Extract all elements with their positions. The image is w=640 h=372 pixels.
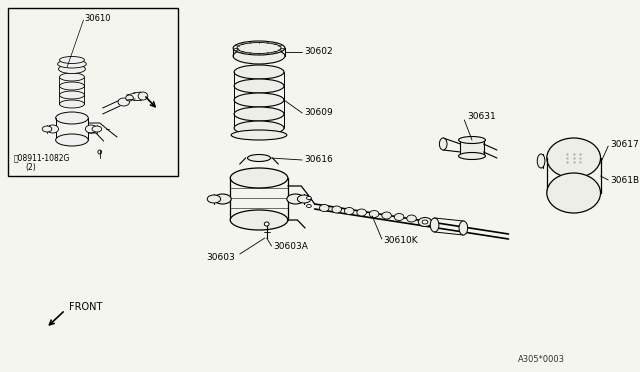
Ellipse shape <box>138 92 148 100</box>
Ellipse shape <box>85 125 97 133</box>
Ellipse shape <box>382 212 392 219</box>
Ellipse shape <box>537 154 545 168</box>
Ellipse shape <box>394 214 404 221</box>
Text: FRONT: FRONT <box>69 302 102 312</box>
Ellipse shape <box>58 64 85 74</box>
Ellipse shape <box>125 95 133 101</box>
Ellipse shape <box>547 138 600 178</box>
Ellipse shape <box>56 134 88 146</box>
Ellipse shape <box>234 121 284 135</box>
Text: 30603: 30603 <box>206 253 235 263</box>
Ellipse shape <box>56 112 88 124</box>
Text: 30631: 30631 <box>467 112 496 121</box>
Ellipse shape <box>42 126 52 132</box>
Ellipse shape <box>459 153 485 160</box>
Ellipse shape <box>230 210 288 230</box>
Text: 30609: 30609 <box>304 108 333 116</box>
Ellipse shape <box>60 100 84 108</box>
Text: 30602: 30602 <box>304 46 333 55</box>
Ellipse shape <box>234 79 284 93</box>
Bar <box>461 140 483 156</box>
Ellipse shape <box>233 41 285 55</box>
Ellipse shape <box>419 218 432 227</box>
Ellipse shape <box>234 93 284 107</box>
Ellipse shape <box>234 65 284 79</box>
Ellipse shape <box>422 220 428 224</box>
Ellipse shape <box>344 208 354 215</box>
Ellipse shape <box>407 215 417 222</box>
Ellipse shape <box>440 138 447 150</box>
Ellipse shape <box>459 137 485 144</box>
Ellipse shape <box>248 154 271 161</box>
Bar <box>8 8 179 176</box>
Text: 30603A: 30603A <box>273 241 308 250</box>
Ellipse shape <box>60 82 84 90</box>
Ellipse shape <box>118 98 129 106</box>
Text: 30616: 30616 <box>304 154 333 164</box>
Ellipse shape <box>547 173 600 213</box>
Text: 30610: 30610 <box>84 13 111 22</box>
Text: (2): (2) <box>25 163 36 171</box>
Ellipse shape <box>58 60 86 68</box>
Ellipse shape <box>357 209 367 216</box>
Ellipse shape <box>98 150 102 154</box>
Ellipse shape <box>234 107 284 121</box>
Text: A305*0003: A305*0003 <box>518 356 565 365</box>
Ellipse shape <box>60 73 84 81</box>
Ellipse shape <box>230 168 288 188</box>
Ellipse shape <box>459 221 468 235</box>
Ellipse shape <box>369 211 379 218</box>
Ellipse shape <box>207 195 221 203</box>
Text: 30610K: 30610K <box>384 235 419 244</box>
Ellipse shape <box>60 91 84 99</box>
Ellipse shape <box>233 48 285 64</box>
Text: 3061B: 3061B <box>610 176 639 185</box>
Ellipse shape <box>307 205 311 208</box>
Ellipse shape <box>214 194 231 204</box>
Ellipse shape <box>307 196 311 199</box>
Ellipse shape <box>264 222 269 226</box>
Ellipse shape <box>298 195 311 203</box>
Text: 30617: 30617 <box>610 140 639 148</box>
Ellipse shape <box>92 126 102 132</box>
Ellipse shape <box>319 205 329 212</box>
Ellipse shape <box>60 57 84 64</box>
Ellipse shape <box>47 125 58 133</box>
Ellipse shape <box>430 218 439 232</box>
Ellipse shape <box>237 42 281 54</box>
Ellipse shape <box>332 206 342 213</box>
Text: ⓝ08911-1082G: ⓝ08911-1082G <box>13 154 70 163</box>
Ellipse shape <box>231 130 287 140</box>
Ellipse shape <box>287 194 304 204</box>
